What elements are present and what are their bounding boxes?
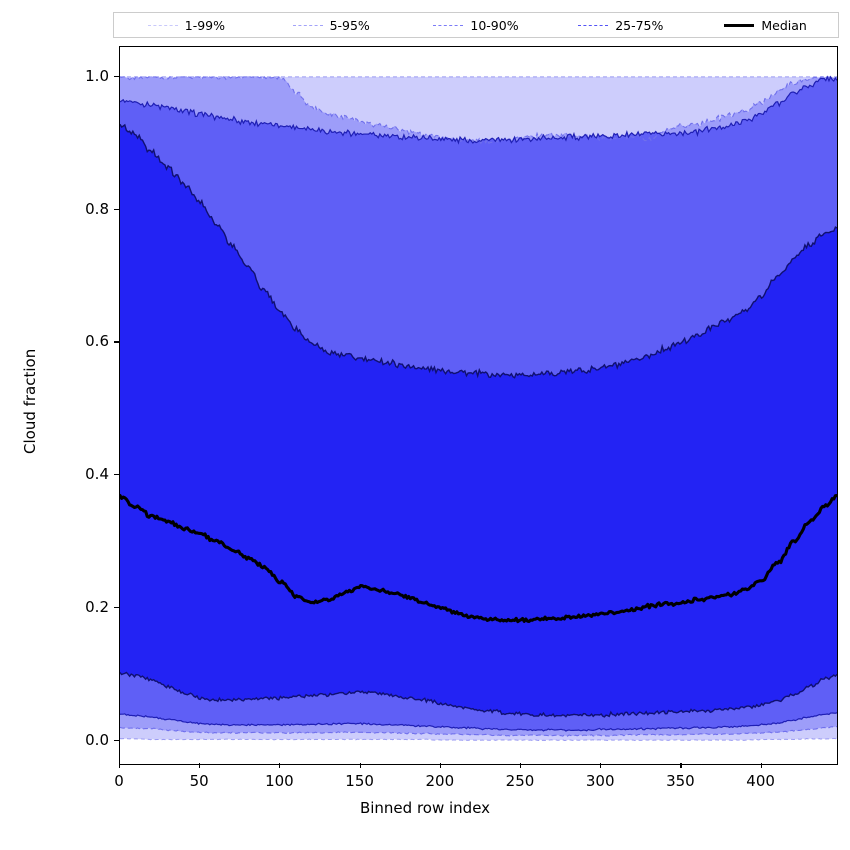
- x-tick-mark: [359, 763, 361, 768]
- plot-area: [119, 46, 838, 765]
- x-tick-label: 250: [505, 772, 535, 790]
- p5-edge: [120, 726, 837, 737]
- x-tick-mark: [439, 763, 441, 768]
- x-axis-label: Binned row index: [359, 799, 491, 817]
- x-tick-mark: [760, 763, 762, 768]
- legend-line-icon: [433, 24, 464, 26]
- x-tick-label: 300: [585, 772, 615, 790]
- x-tick-mark: [279, 763, 281, 768]
- p10-edge: [120, 712, 837, 732]
- y-tick-label: 0.0: [85, 730, 109, 749]
- y-tick-mark: [114, 739, 119, 741]
- y-tick-mark: [114, 341, 119, 343]
- x-tick-label: 350: [666, 772, 695, 790]
- x-tick-label: 150: [345, 772, 374, 790]
- y-tick-mark: [114, 75, 119, 77]
- x-tick-label: 400: [746, 772, 775, 790]
- legend-line-icon: [578, 24, 609, 26]
- x-tick-label: 0: [114, 772, 124, 790]
- legend-line-icon: [147, 24, 178, 26]
- p25-edge: [120, 671, 837, 718]
- median-line: [120, 493, 837, 624]
- y-tick-label: 0.6: [85, 332, 109, 351]
- x-tick-mark: [680, 763, 682, 768]
- y-tick-mark: [114, 474, 119, 476]
- legend-line-icon: [292, 24, 323, 26]
- p95-edge: [120, 76, 837, 145]
- legend-item-median[interactable]: Median: [693, 18, 838, 33]
- x-tick-label: 100: [265, 772, 294, 790]
- p1-edge: [120, 737, 837, 742]
- y-tick-label: 1.0: [85, 66, 109, 85]
- y-tick-mark: [114, 208, 119, 210]
- chart-legend: 1-99% 5-95% 10-90% 25-75% Median: [113, 12, 839, 38]
- y-tick-label: 0.4: [85, 465, 109, 484]
- y-axis-label: Cloud fraction: [21, 348, 39, 454]
- legend-item-5-95[interactable]: 5-95%: [259, 18, 404, 33]
- legend-line-icon: [724, 23, 755, 27]
- y-tick-label: 0.2: [85, 597, 109, 616]
- legend-item-1-99[interactable]: 1-99%: [114, 18, 259, 33]
- legend-item-10-90[interactable]: 10-90%: [404, 18, 549, 33]
- legend-label: 5-95%: [329, 17, 370, 33]
- chart-svg: [120, 75, 837, 742]
- legend-label: 1-99%: [184, 17, 226, 33]
- legend-label: Median: [761, 17, 807, 33]
- legend-label: 25-75%: [615, 17, 664, 33]
- x-tick-mark: [520, 763, 522, 768]
- x-tick-mark: [199, 763, 201, 768]
- x-tick-label: 200: [425, 772, 455, 790]
- legend-item-25-75[interactable]: 25-75%: [548, 18, 693, 33]
- band-25-75-fill: [120, 124, 837, 717]
- legend-label: 10-90%: [470, 17, 519, 33]
- x-tick-label: 50: [189, 772, 209, 790]
- p90-edge: [120, 75, 837, 145]
- y-tick-label: 0.8: [85, 199, 109, 218]
- p75-edge: [120, 123, 837, 379]
- x-tick-mark: [119, 763, 121, 768]
- x-tick-mark: [600, 763, 602, 768]
- y-tick-mark: [114, 606, 119, 609]
